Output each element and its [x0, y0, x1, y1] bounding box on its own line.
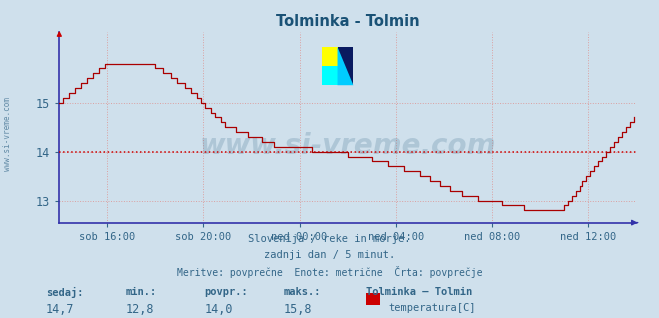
Text: www.si-vreme.com: www.si-vreme.com [3, 97, 13, 170]
Text: temperatura[C]: temperatura[C] [389, 303, 476, 313]
Text: 14,0: 14,0 [204, 303, 233, 316]
Text: sedaj:: sedaj: [46, 287, 84, 298]
Polygon shape [337, 47, 353, 85]
Text: min.:: min.: [125, 287, 156, 297]
Text: povpr.:: povpr.: [204, 287, 248, 297]
Bar [322, 66, 337, 85]
Text: Slovenija / reke in morje.: Slovenija / reke in morje. [248, 234, 411, 244]
Text: maks.:: maks.: [283, 287, 321, 297]
Text: Tolminka – Tolmin: Tolminka – Tolmin [366, 287, 472, 297]
Bar [322, 47, 337, 66]
Text: 14,7: 14,7 [46, 303, 74, 316]
Text: 12,8: 12,8 [125, 303, 154, 316]
Text: Meritve: povprečne  Enote: metrične  Črta: povprečje: Meritve: povprečne Enote: metrične Črta:… [177, 266, 482, 278]
Bar [337, 47, 353, 85]
Text: zadnji dan / 5 minut.: zadnji dan / 5 minut. [264, 250, 395, 259]
Text: www.si-vreme.com: www.si-vreme.com [200, 132, 496, 160]
Text: 15,8: 15,8 [283, 303, 312, 316]
Title: Tolminka - Tolmin: Tolminka - Tolmin [276, 14, 419, 29]
